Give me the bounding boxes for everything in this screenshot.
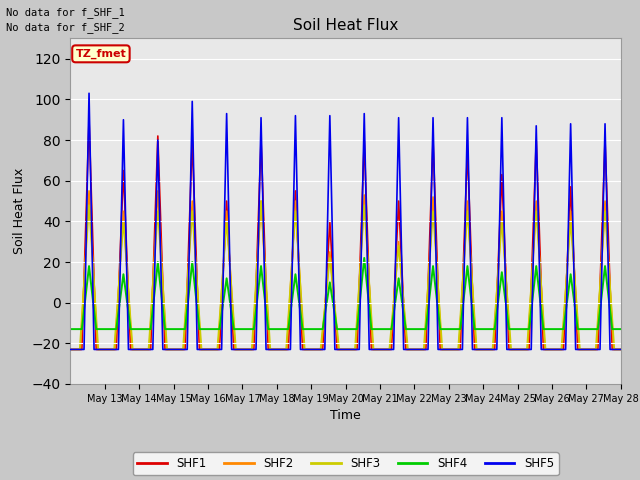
SHF3 [463, 219, 470, 225]
Text: No data for f_SHF_1: No data for f_SHF_1 [6, 7, 125, 18]
Text: TZ_fmet: TZ_fmet [76, 48, 126, 59]
SHF2 [532, 211, 540, 216]
SHF5 [617, 347, 625, 352]
SHF3 [75, 347, 83, 352]
SHF2 [463, 211, 470, 216]
SHF3 [515, 347, 523, 352]
SHF5 [463, 148, 470, 154]
SHF5 [515, 347, 523, 352]
SHF5 [188, 98, 196, 104]
SHF2 [75, 347, 83, 352]
SHF3 [188, 219, 195, 225]
SHF4 [360, 255, 368, 261]
SHF2 [67, 347, 74, 352]
SHF2 [143, 347, 150, 352]
SHF4 [142, 326, 150, 332]
SHF1 [463, 167, 470, 173]
SHF4 [75, 326, 83, 332]
SHF1 [143, 347, 150, 352]
SHF5 [67, 347, 74, 352]
SHF1 [75, 347, 83, 352]
Text: No data for f_SHF_2: No data for f_SHF_2 [6, 22, 125, 33]
X-axis label: Time: Time [330, 409, 361, 422]
SHF4 [67, 326, 74, 332]
SHF5 [75, 347, 83, 352]
SHF4 [515, 326, 523, 332]
Line: SHF4: SHF4 [70, 258, 621, 329]
SHF1 [188, 137, 196, 143]
Title: Soil Heat Flux: Soil Heat Flux [293, 18, 398, 33]
SHF1 [617, 347, 625, 352]
SHF2 [515, 347, 523, 352]
SHF5 [85, 90, 93, 96]
SHF3 [617, 347, 625, 352]
Line: SHF5: SHF5 [70, 93, 621, 349]
SHF1 [67, 347, 74, 352]
SHF2 [188, 198, 196, 204]
SHF3 [532, 219, 540, 225]
SHF5 [532, 155, 540, 161]
SHF1 [532, 158, 540, 164]
SHF2 [85, 188, 93, 194]
SHF3 [257, 198, 265, 204]
SHF4 [532, 269, 540, 275]
SHF1 [515, 347, 523, 352]
SHF5 [143, 347, 150, 352]
SHF4 [188, 266, 195, 272]
SHF3 [142, 347, 150, 352]
SHF1 [85, 117, 93, 122]
SHF4 [617, 326, 625, 332]
SHF4 [463, 269, 470, 275]
Line: SHF2: SHF2 [70, 191, 621, 349]
Legend: SHF1, SHF2, SHF3, SHF4, SHF5: SHF1, SHF2, SHF3, SHF4, SHF5 [132, 453, 559, 475]
SHF3 [67, 347, 74, 352]
Y-axis label: Soil Heat Flux: Soil Heat Flux [13, 168, 26, 254]
Line: SHF3: SHF3 [70, 201, 621, 349]
Line: SHF1: SHF1 [70, 120, 621, 349]
SHF2 [617, 347, 625, 352]
